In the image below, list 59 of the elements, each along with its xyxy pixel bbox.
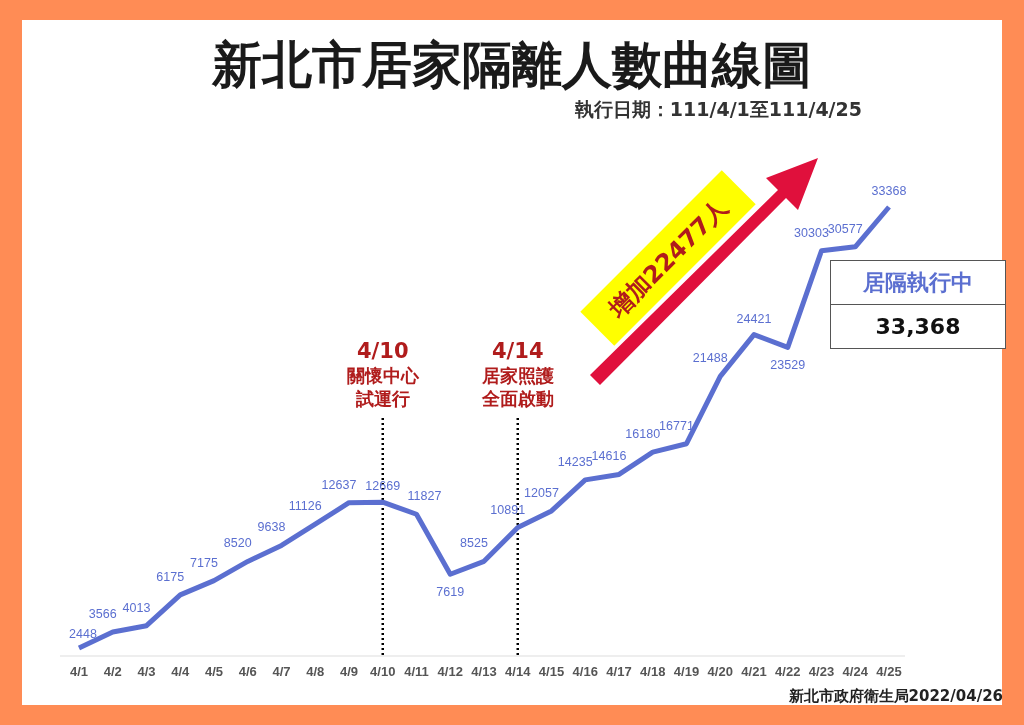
x-tick-label: 4/5	[204, 664, 224, 679]
x-tick-label: 4/12	[437, 664, 463, 679]
data-label: 8525	[460, 536, 488, 551]
x-tick-label: 4/16	[572, 664, 598, 679]
x-tick-label: 4/1	[69, 664, 89, 679]
data-label: 12669	[365, 479, 401, 494]
x-tick-label: 4/20	[707, 664, 733, 679]
data-label: 7619	[436, 585, 465, 600]
data-label: 6175	[156, 569, 185, 584]
data-label: 14235	[557, 454, 593, 469]
data-label: 23529	[770, 358, 806, 373]
chart-title: 新北市居家隔離人數曲線圖	[211, 36, 812, 94]
x-tick-label: 4/6	[238, 664, 257, 679]
x-tick-label: 4/3	[137, 664, 156, 679]
text: 4/14	[491, 339, 544, 363]
x-tick-label: 4/24	[842, 664, 869, 679]
x-tick-label: 4/11	[404, 664, 429, 679]
data-label: 8520	[223, 536, 252, 551]
data-label: 16771	[659, 418, 694, 433]
x-tick-label: 4/14	[505, 664, 532, 679]
data-label: 12057	[524, 485, 559, 500]
x-tick-label: 4/7	[272, 664, 291, 679]
x-tick-label: 4/2	[103, 664, 122, 679]
ref-line-label: 居家照護全面啟動	[480, 365, 554, 409]
card: 居隔執行中 33,368	[830, 260, 1006, 349]
data-label: 21488	[692, 351, 728, 366]
x-tick-label: 4/10	[370, 664, 396, 679]
data-label: 11126	[288, 499, 322, 514]
data-label: 3566	[88, 607, 117, 622]
x-tick-label: 4/22	[775, 664, 801, 679]
x-tick-label: 4/21	[741, 664, 767, 679]
x-tick-label: 4/19	[673, 664, 700, 679]
data-label: 11827	[407, 489, 442, 504]
chart-subtitle: 執行日期：111/4/1至111/4/25	[573, 98, 862, 120]
x-tick-label: 4/23	[808, 664, 835, 679]
data-label: 14616	[591, 449, 627, 464]
x-tick-label: 4/13	[471, 664, 497, 679]
data-label: 9638	[257, 520, 286, 535]
data-label: 12637	[321, 477, 357, 492]
data-label: 10891	[490, 502, 526, 517]
x-tick-label: 4/15	[538, 664, 565, 679]
data-label: 4013	[122, 600, 151, 615]
data-label: 33368	[871, 184, 907, 198]
text: 新北市政府衛生局2022/04/26	[787, 687, 1003, 705]
x-tick-label: 4/18	[640, 664, 666, 679]
x-tick-label: 4/17	[606, 664, 632, 679]
annotation: 居隔執行中	[831, 261, 1005, 305]
x-tick-label: 4/8	[306, 664, 325, 679]
data-label: 7175	[190, 555, 218, 570]
x-tick-label: 4/4	[171, 664, 191, 679]
x-tick-label: 4/9	[339, 664, 359, 679]
data-label: 2448	[69, 627, 97, 641]
annotation: 33,368	[874, 313, 962, 341]
data-label: 30303	[794, 225, 829, 240]
data-label: 16180	[625, 427, 661, 442]
x-tick-label: 4/25	[876, 664, 902, 679]
text: 4/10	[356, 339, 409, 363]
data-label: 24421	[736, 311, 772, 326]
ref-line-label: 關懷中心試運行	[346, 365, 420, 409]
